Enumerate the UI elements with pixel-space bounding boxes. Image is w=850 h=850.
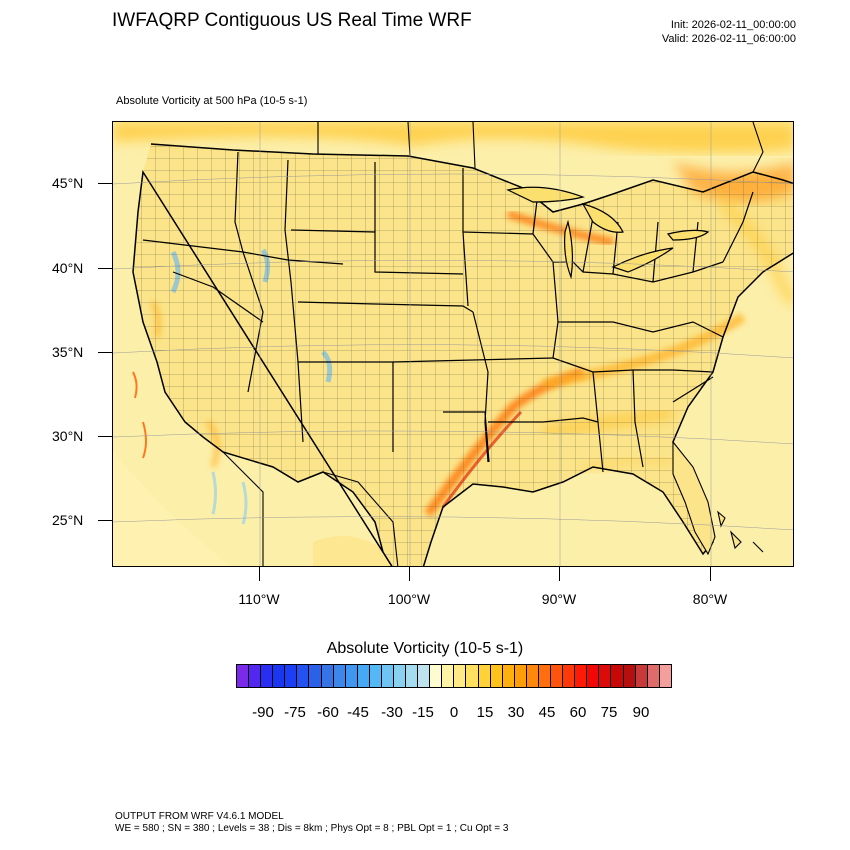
lon-label-100w: 100°W bbox=[387, 591, 431, 607]
colorbar-tick-label: -45 bbox=[347, 704, 369, 721]
chart-title: IWFAQRP Contiguous US Real Time WRF bbox=[112, 10, 472, 31]
colorbar-swatch bbox=[647, 665, 660, 687]
vorticity-map bbox=[112, 121, 794, 567]
colorbar-swatch bbox=[526, 665, 539, 687]
lat-tick bbox=[98, 436, 112, 437]
footer-model-line: OUTPUT FROM WRF V4.6.1 MODEL bbox=[115, 811, 284, 822]
colorbar-swatch bbox=[599, 665, 612, 687]
colorbar-swatch bbox=[442, 665, 455, 687]
colorbar-swatch bbox=[381, 665, 395, 687]
state-boundaries bbox=[132, 143, 793, 566]
colorbar-swatch bbox=[454, 665, 467, 687]
florida-bahamas bbox=[672, 440, 764, 556]
colorbar-tick-label: -60 bbox=[317, 704, 339, 721]
colorbar-swatch bbox=[321, 665, 334, 687]
colorbar-swatch bbox=[309, 665, 322, 687]
colorbar-swatch bbox=[345, 665, 358, 687]
colorbar-swatch bbox=[430, 665, 443, 687]
colorbar-swatch bbox=[333, 665, 346, 687]
colorbar-swatch bbox=[237, 665, 250, 687]
international-boundaries bbox=[222, 122, 764, 566]
colorbar-swatch bbox=[587, 665, 600, 687]
colorbar-tick-label: -90 bbox=[252, 704, 274, 721]
lat-tick bbox=[98, 268, 112, 269]
lon-label-80w: 80°W bbox=[692, 591, 728, 607]
colorbar-swatch bbox=[635, 665, 648, 687]
valid-time: Valid: 2026-02-11_06:00:00 bbox=[661, 33, 796, 45]
colorbar-tick-label: -30 bbox=[381, 704, 403, 721]
colorbar-swatch bbox=[575, 665, 588, 687]
lon-label-110w: 110°W bbox=[238, 591, 280, 607]
lon-tick bbox=[710, 567, 711, 581]
lat-label-45: 45°N bbox=[52, 175, 84, 191]
lat-tick bbox=[98, 352, 112, 353]
lon-tick bbox=[409, 567, 410, 581]
colorbar-swatch bbox=[538, 665, 552, 687]
field-label: Absolute Vorticity at 500 hPa (10-5 s-1) bbox=[116, 95, 308, 107]
colorbar-labels: -90 -75 -60 -45 -30 -15 0 15 30 45 60 75 90 bbox=[236, 704, 672, 724]
colorbar-swatch bbox=[261, 665, 274, 687]
lat-tick bbox=[98, 520, 112, 521]
colorbar bbox=[236, 664, 672, 688]
colorbar-swatch bbox=[563, 665, 576, 687]
colorbar-swatch bbox=[611, 665, 624, 687]
colorbar-tick-label: 45 bbox=[538, 704, 556, 721]
colorbar-swatch bbox=[394, 665, 407, 687]
great-lakes bbox=[506, 186, 710, 280]
map-canvas bbox=[113, 122, 793, 566]
colorbar-swatch bbox=[273, 665, 286, 687]
colorbar-swatch bbox=[623, 665, 636, 687]
colorbar-tick-label: 15 bbox=[476, 704, 494, 721]
graticule bbox=[113, 122, 793, 566]
colorbar-tick-label: -15 bbox=[412, 704, 434, 721]
lat-label-35: 35°N bbox=[52, 344, 84, 360]
colorbar-title: Absolute Vorticity (10-5 s-1) bbox=[326, 640, 524, 657]
lat-label-25: 25°N bbox=[52, 512, 84, 528]
colorbar-tick-label: -75 bbox=[284, 704, 306, 721]
colorbar-swatch bbox=[249, 665, 262, 687]
init-time: Init: 2026-02-11_00:00:00 bbox=[670, 19, 796, 31]
lon-label-90w: 90°W bbox=[541, 591, 577, 607]
lat-label-30: 30°N bbox=[52, 428, 84, 444]
colorbar-swatch bbox=[297, 665, 310, 687]
lat-label-40: 40°N bbox=[52, 260, 84, 276]
colorbar-tick-label: 0 bbox=[449, 704, 459, 721]
lat-tick bbox=[98, 183, 112, 184]
colorbar-tick-label: 30 bbox=[507, 704, 525, 721]
colorbar-swatch bbox=[502, 665, 515, 687]
colorbar-swatch bbox=[514, 665, 527, 687]
colorbar-swatch bbox=[357, 665, 370, 687]
colorbar-swatch bbox=[406, 665, 419, 687]
colorbar-swatch bbox=[478, 665, 491, 687]
colorbar-tick-label: 60 bbox=[569, 704, 587, 721]
colorbar-swatch bbox=[551, 665, 564, 687]
colorbar-swatch bbox=[369, 665, 382, 687]
lon-tick bbox=[559, 567, 560, 581]
lon-tick bbox=[259, 567, 260, 581]
colorbar-swatch bbox=[418, 665, 431, 687]
colorbar-swatch bbox=[466, 665, 479, 687]
colorbar-swatch bbox=[490, 665, 503, 687]
colorbar-swatch bbox=[659, 665, 671, 687]
footer-config-line: WE = 580 ; SN = 380 ; Levels = 38 ; Dis … bbox=[115, 823, 509, 834]
colorbar-tick-label: 75 bbox=[600, 704, 618, 721]
county-boundaries bbox=[133, 144, 793, 566]
colorbar-tick-label: 90 bbox=[632, 704, 650, 721]
colorbar-swatch bbox=[285, 665, 298, 687]
